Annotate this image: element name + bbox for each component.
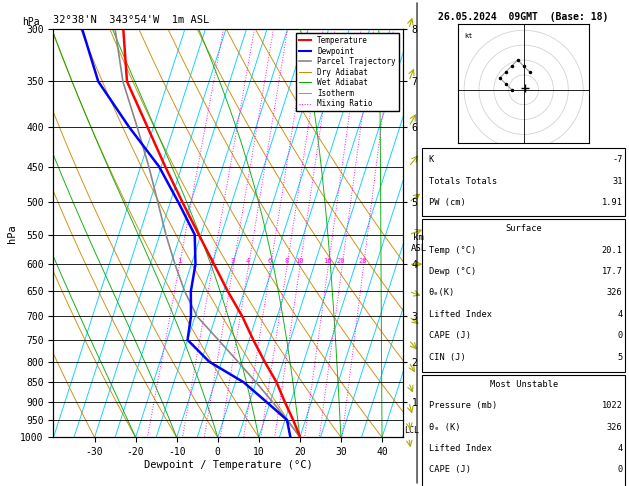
- Y-axis label: km
ASL: km ASL: [411, 233, 427, 253]
- Text: 4: 4: [618, 444, 623, 453]
- Text: Dewp (°C): Dewp (°C): [429, 267, 476, 276]
- FancyBboxPatch shape: [423, 375, 625, 486]
- Text: 1: 1: [177, 258, 181, 264]
- Text: 32°38'N  343°54'W  1m ASL: 32°38'N 343°54'W 1m ASL: [53, 15, 209, 25]
- Text: © weatheronline.co.uk: © weatheronline.co.uk: [475, 473, 572, 482]
- Text: Lifted Index: Lifted Index: [429, 310, 492, 319]
- Text: 326: 326: [607, 423, 623, 432]
- Text: 16: 16: [323, 258, 331, 264]
- Text: CAPE (J): CAPE (J): [429, 466, 471, 474]
- Text: PW (cm): PW (cm): [429, 198, 465, 207]
- FancyBboxPatch shape: [423, 148, 625, 216]
- Text: 20: 20: [337, 258, 345, 264]
- Text: 17.7: 17.7: [602, 267, 623, 276]
- Text: -7: -7: [612, 156, 623, 164]
- Text: CAPE (J): CAPE (J): [429, 331, 471, 340]
- Text: θₑ (K): θₑ (K): [429, 423, 460, 432]
- Text: 4: 4: [246, 258, 250, 264]
- Text: Surface: Surface: [505, 225, 542, 233]
- Text: 31: 31: [612, 177, 623, 186]
- Text: 20.1: 20.1: [602, 246, 623, 255]
- Text: Totals Totals: Totals Totals: [429, 177, 497, 186]
- Text: 8: 8: [284, 258, 288, 264]
- Text: 6: 6: [268, 258, 272, 264]
- Text: 1.91: 1.91: [602, 198, 623, 207]
- Text: 3: 3: [231, 258, 235, 264]
- Text: 326: 326: [607, 289, 623, 297]
- Text: 0: 0: [618, 466, 623, 474]
- Text: θₑ(K): θₑ(K): [429, 289, 455, 297]
- X-axis label: Dewpoint / Temperature (°C): Dewpoint / Temperature (°C): [143, 460, 313, 470]
- Text: 10: 10: [295, 258, 303, 264]
- Text: Pressure (mb): Pressure (mb): [429, 401, 497, 410]
- Text: 2: 2: [210, 258, 214, 264]
- FancyBboxPatch shape: [423, 219, 625, 372]
- Text: 4: 4: [618, 310, 623, 319]
- Legend: Temperature, Dewpoint, Parcel Trajectory, Dry Adiabat, Wet Adiabat, Isotherm, Mi: Temperature, Dewpoint, Parcel Trajectory…: [296, 33, 399, 111]
- Y-axis label: hPa: hPa: [8, 224, 18, 243]
- Text: 5: 5: [618, 353, 623, 362]
- Text: Most Unstable: Most Unstable: [489, 380, 558, 389]
- Text: hPa: hPa: [22, 17, 40, 27]
- Text: 0: 0: [618, 331, 623, 340]
- Text: 26.05.2024  09GMT  (Base: 18): 26.05.2024 09GMT (Base: 18): [438, 12, 609, 22]
- Text: K: K: [429, 156, 434, 164]
- Text: CIN (J): CIN (J): [429, 353, 465, 362]
- Text: Lifted Index: Lifted Index: [429, 444, 492, 453]
- Text: Temp (°C): Temp (°C): [429, 246, 476, 255]
- Text: 28: 28: [358, 258, 367, 264]
- Text: 1022: 1022: [602, 401, 623, 410]
- Text: LCL: LCL: [404, 426, 419, 435]
